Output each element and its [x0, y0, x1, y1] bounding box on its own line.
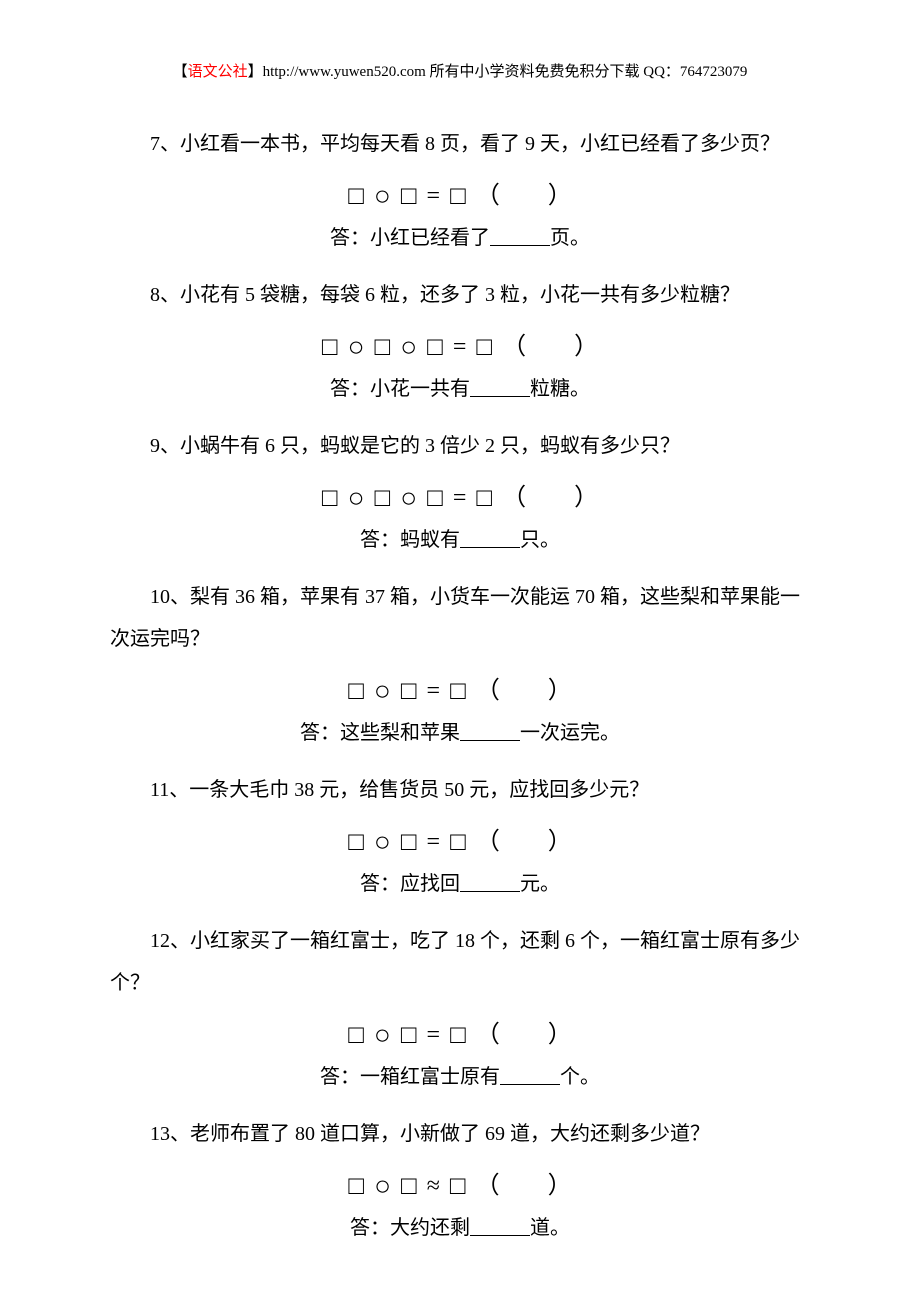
box-placeholder: □	[401, 676, 419, 705]
question-text: 8、小花有 5 袋糖，每袋 6 粒，还多了 3 粒，小花一共有多少粒糖？	[110, 274, 810, 316]
box-placeholder: □	[450, 1171, 468, 1200]
formula-row: □ ○ □ ○ □ = □ （ ）	[110, 326, 810, 364]
question-text: 12、小红家买了一箱红富士，吃了 18 个，还剩 6 个，一箱红富士原有多少个？	[110, 920, 810, 1004]
answer-line: 答：蚂蚁有 只。	[110, 523, 810, 552]
answer-suffix: 道。	[530, 1217, 570, 1239]
box-placeholder: □	[401, 1171, 419, 1200]
header-suffix: 】http://www.yuwen520.com 所有中小学资料免费免积分下载 …	[248, 64, 748, 80]
circle-placeholder: ○	[348, 483, 367, 514]
operator-symbol: =	[453, 485, 469, 511]
box-placeholder: □	[401, 1020, 419, 1049]
box-placeholder: □	[348, 1020, 366, 1049]
formula-row: □ ○ □ = □ （ ）	[110, 821, 810, 859]
answer-prefix: 答：小花一共有	[330, 378, 470, 400]
formula-row: □ ○ □ ○ □ = □ （ ）	[110, 477, 810, 515]
answer-blank	[460, 740, 520, 741]
box-placeholder: □	[348, 827, 366, 856]
answer-line: 答：小红已经看了 页。	[110, 221, 810, 250]
answer-blank	[500, 1084, 560, 1085]
answer-line: 答：大约还剩 道。	[110, 1211, 810, 1240]
box-placeholder: □	[322, 483, 340, 512]
operator-symbol: ≈	[427, 1173, 442, 1199]
answer-suffix: 个。	[560, 1066, 600, 1088]
answer-line: 答：应找回 元。	[110, 867, 810, 896]
box-placeholder: □	[348, 676, 366, 705]
box-placeholder: □	[476, 332, 494, 361]
circle-placeholder: ○	[374, 1020, 393, 1051]
header-prefix: 【	[173, 64, 188, 80]
box-placeholder: □	[401, 181, 419, 210]
questions-container: 7、小红看一本书，平均每天看 8 页，看了 9 天，小红已经看了多少页？ □ ○ …	[110, 123, 810, 1240]
paren-blank: （ ）	[476, 183, 572, 209]
answer-line: 答：一箱红富士原有 个。	[110, 1060, 810, 1089]
paren-blank: （ ）	[476, 678, 572, 704]
box-placeholder: □	[476, 483, 494, 512]
box-placeholder: □	[322, 332, 340, 361]
answer-prefix: 答：这些梨和苹果	[300, 722, 460, 744]
answer-suffix: 页。	[550, 227, 590, 249]
box-placeholder: □	[450, 827, 468, 856]
formula-row: □ ○ □ = □ （ ）	[110, 670, 810, 708]
question-text: 7、小红看一本书，平均每天看 8 页，看了 9 天，小红已经看了多少页？	[110, 123, 810, 165]
answer-prefix: 答：应找回	[360, 873, 460, 895]
box-placeholder: □	[427, 332, 445, 361]
answer-line: 答：小花一共有 粒糖。	[110, 372, 810, 401]
box-placeholder: □	[348, 181, 366, 210]
answer-blank	[460, 891, 520, 892]
circle-placeholder: ○	[374, 676, 393, 707]
box-placeholder: □	[375, 332, 393, 361]
operator-symbol: =	[427, 829, 443, 855]
circle-placeholder: ○	[400, 483, 419, 514]
box-placeholder: □	[375, 483, 393, 512]
circle-placeholder: ○	[400, 332, 419, 363]
paren-blank: （ ）	[476, 1022, 572, 1048]
question-text: 9、小蜗牛有 6 只，蚂蚁是它的 3 倍少 2 只，蚂蚁有多少只？	[110, 425, 810, 467]
answer-suffix: 只。	[520, 529, 560, 551]
formula-row: □ ○ □ = □ （ ）	[110, 175, 810, 213]
circle-placeholder: ○	[374, 1171, 393, 1202]
paren-blank: （ ）	[476, 1173, 572, 1199]
box-placeholder: □	[450, 1020, 468, 1049]
circle-placeholder: ○	[348, 332, 367, 363]
box-placeholder: □	[348, 1171, 366, 1200]
answer-suffix: 元。	[520, 873, 560, 895]
paren-blank: （ ）	[502, 334, 598, 360]
operator-symbol: =	[427, 183, 443, 209]
box-placeholder: □	[401, 827, 419, 856]
answer-prefix: 答：小红已经看了	[330, 227, 490, 249]
question-text: 13、老师布置了 80 道口算，小新做了 69 道，大约还剩多少道？	[110, 1113, 810, 1155]
circle-placeholder: ○	[374, 181, 393, 212]
answer-prefix: 答：蚂蚁有	[360, 529, 460, 551]
answer-blank	[490, 245, 550, 246]
operator-symbol: =	[427, 1022, 443, 1048]
header-red-text: 语文公社	[188, 64, 248, 80]
paren-blank: （ ）	[476, 829, 572, 855]
circle-placeholder: ○	[374, 827, 393, 858]
answer-prefix: 答：大约还剩	[350, 1217, 470, 1239]
question-text: 11、一条大毛巾 38 元，给售货员 50 元，应找回多少元？	[110, 769, 810, 811]
box-placeholder: □	[450, 676, 468, 705]
formula-row: □ ○ □ ≈ □ （ ）	[110, 1165, 810, 1203]
answer-suffix: 粒糖。	[530, 378, 590, 400]
answer-blank	[470, 1235, 530, 1236]
box-placeholder: □	[427, 483, 445, 512]
answer-blank	[470, 396, 530, 397]
answer-prefix: 答：一箱红富士原有	[320, 1066, 500, 1088]
answer-suffix: 一次运完。	[520, 722, 620, 744]
answer-line: 答：这些梨和苹果 一次运完。	[110, 716, 810, 745]
page-header: 【语文公社】http://www.yuwen520.com 所有中小学资料免费免…	[110, 60, 810, 81]
paren-blank: （ ）	[502, 485, 598, 511]
question-text: 10、梨有 36 箱，苹果有 37 箱，小货车一次能运 70 箱，这些梨和苹果能…	[110, 576, 810, 660]
operator-symbol: =	[453, 334, 469, 360]
answer-blank	[460, 547, 520, 548]
box-placeholder: □	[450, 181, 468, 210]
document-page: 【语文公社】http://www.yuwen520.com 所有中小学资料免费免…	[0, 0, 920, 1314]
formula-row: □ ○ □ = □ （ ）	[110, 1014, 810, 1052]
operator-symbol: =	[427, 678, 443, 704]
